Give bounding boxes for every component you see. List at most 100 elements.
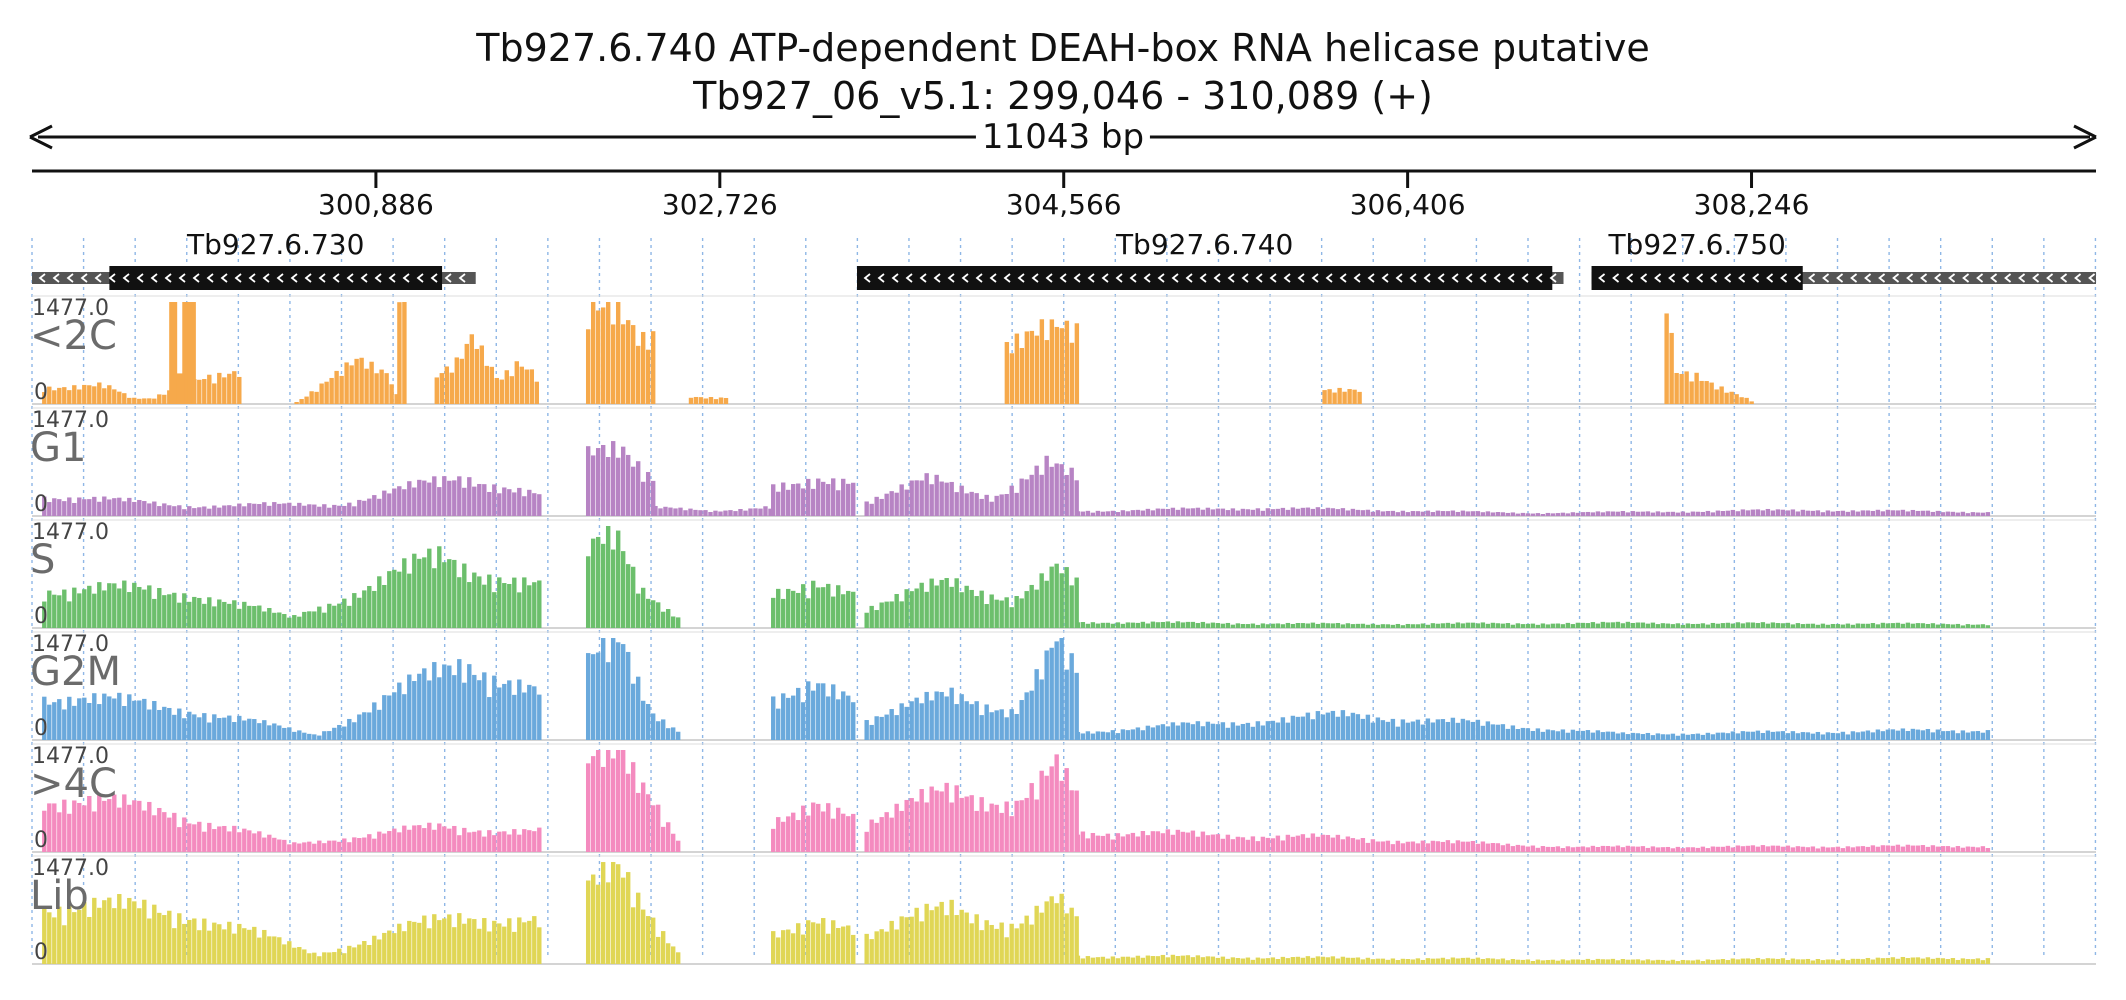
coverage-bar	[457, 577, 462, 628]
coverage-bar	[47, 386, 52, 404]
coverage-bar	[112, 698, 117, 740]
coverage-bar	[52, 498, 57, 516]
strand-arrow	[360, 273, 368, 283]
coverage-bar	[317, 840, 322, 852]
coverage-bar	[1230, 624, 1236, 628]
coverage-bar	[337, 841, 342, 852]
coverage-bar	[1150, 510, 1156, 516]
coverage-bar	[625, 564, 631, 628]
coverage-bar	[1360, 838, 1366, 852]
coverage-bar	[1505, 728, 1511, 740]
coverage-bar	[407, 920, 412, 964]
coverage-bar	[287, 617, 292, 628]
coverage-bar	[1755, 509, 1761, 516]
coverage-bar	[1550, 730, 1556, 740]
coverage-bar	[904, 589, 909, 628]
coverage-bar	[1640, 846, 1646, 852]
coverage-bar	[1445, 721, 1451, 740]
coverage-bar	[1450, 717, 1456, 740]
coverage-bar	[1770, 622, 1776, 628]
coverage-bar	[107, 583, 112, 628]
coverage-bar	[327, 731, 332, 740]
coverage-bar	[899, 810, 904, 852]
coverage-bar	[192, 918, 197, 964]
coverage-bar	[472, 486, 477, 516]
coverage-bar	[645, 598, 651, 628]
coverage-bar	[1610, 846, 1616, 852]
coverage-bar	[1500, 845, 1506, 852]
coverage-bar	[1850, 958, 1856, 964]
coverage-bar	[1720, 623, 1726, 628]
coverage-bar	[1315, 507, 1321, 516]
strand-arrow	[1409, 273, 1417, 283]
coverage-bar	[1790, 847, 1796, 852]
coverage-bar	[1330, 837, 1336, 852]
coverage-bar	[347, 945, 352, 964]
coverage-bar	[354, 358, 359, 404]
coverage-bar	[1790, 509, 1796, 516]
coverage-bar	[1425, 958, 1431, 964]
coverage-bar	[635, 461, 641, 516]
coverage-bar	[447, 914, 452, 964]
coverage-bar	[1730, 623, 1736, 628]
strand-arrow	[1878, 273, 1886, 283]
coverage-bar	[1029, 783, 1034, 852]
coverage-bar	[1405, 959, 1411, 964]
coverage-bar	[1830, 511, 1836, 516]
coverage-bar	[806, 920, 811, 964]
coverage-bar	[1059, 328, 1065, 404]
coverage-bar	[1830, 959, 1836, 964]
coverage-bar	[1445, 622, 1451, 628]
coverage-bar	[1185, 832, 1191, 852]
coverage-bar	[1357, 391, 1362, 404]
coverage-bar	[202, 918, 207, 964]
coverage-bar	[708, 511, 713, 516]
coverage-bar	[1029, 924, 1034, 964]
coverage-bar	[1500, 623, 1506, 628]
coverage-bar	[1385, 624, 1391, 628]
coverage-bar	[1605, 959, 1611, 964]
coverage-bar	[1975, 512, 1981, 516]
coverage-bar	[137, 499, 142, 516]
coverage-bar	[1785, 622, 1791, 628]
coverage-bar	[432, 662, 437, 740]
coverage-bar	[1095, 731, 1101, 740]
coverage-bar	[1190, 830, 1196, 852]
coverage-bar	[1100, 731, 1106, 740]
coverage-bar	[257, 723, 262, 740]
coverage-bar	[314, 391, 319, 404]
coverage-bar	[412, 553, 417, 628]
coverage-bar	[909, 916, 914, 964]
coverage-bar	[1600, 732, 1606, 740]
coverage-bar	[162, 812, 167, 852]
track-max-label: 1477.0	[32, 408, 109, 433]
coverage-bar	[449, 372, 454, 404]
strand-arrow	[1864, 273, 1872, 283]
coverage-bar	[1160, 833, 1166, 852]
coverage-bar	[1550, 513, 1556, 516]
coverage-bar	[137, 800, 142, 852]
coverage-bar	[469, 334, 474, 404]
coverage-bar	[1365, 509, 1371, 516]
coverage-bar	[217, 718, 222, 740]
coverage-bar	[297, 502, 302, 516]
coverage-bar	[1915, 957, 1921, 964]
coverage-bar	[914, 907, 919, 964]
coverage-bar	[374, 373, 379, 404]
coverage-bar	[97, 582, 102, 628]
coverage-bar	[1170, 622, 1176, 628]
coverage-bar	[1140, 730, 1146, 740]
coverage-bar	[72, 912, 77, 964]
coverage-bar	[1455, 622, 1461, 628]
coverage-bar	[786, 588, 791, 628]
coverage-bar	[1300, 507, 1306, 516]
coverage-bar	[152, 501, 157, 516]
coverage-bar	[1795, 846, 1801, 852]
coverage-bar	[748, 508, 753, 516]
coverage-bar	[1275, 835, 1281, 852]
coverage-bar	[723, 510, 728, 516]
coverage-bar	[1155, 622, 1161, 628]
coverage-bar	[1720, 959, 1726, 964]
coverage-bar	[127, 497, 132, 516]
coverage-bar	[1390, 718, 1396, 740]
